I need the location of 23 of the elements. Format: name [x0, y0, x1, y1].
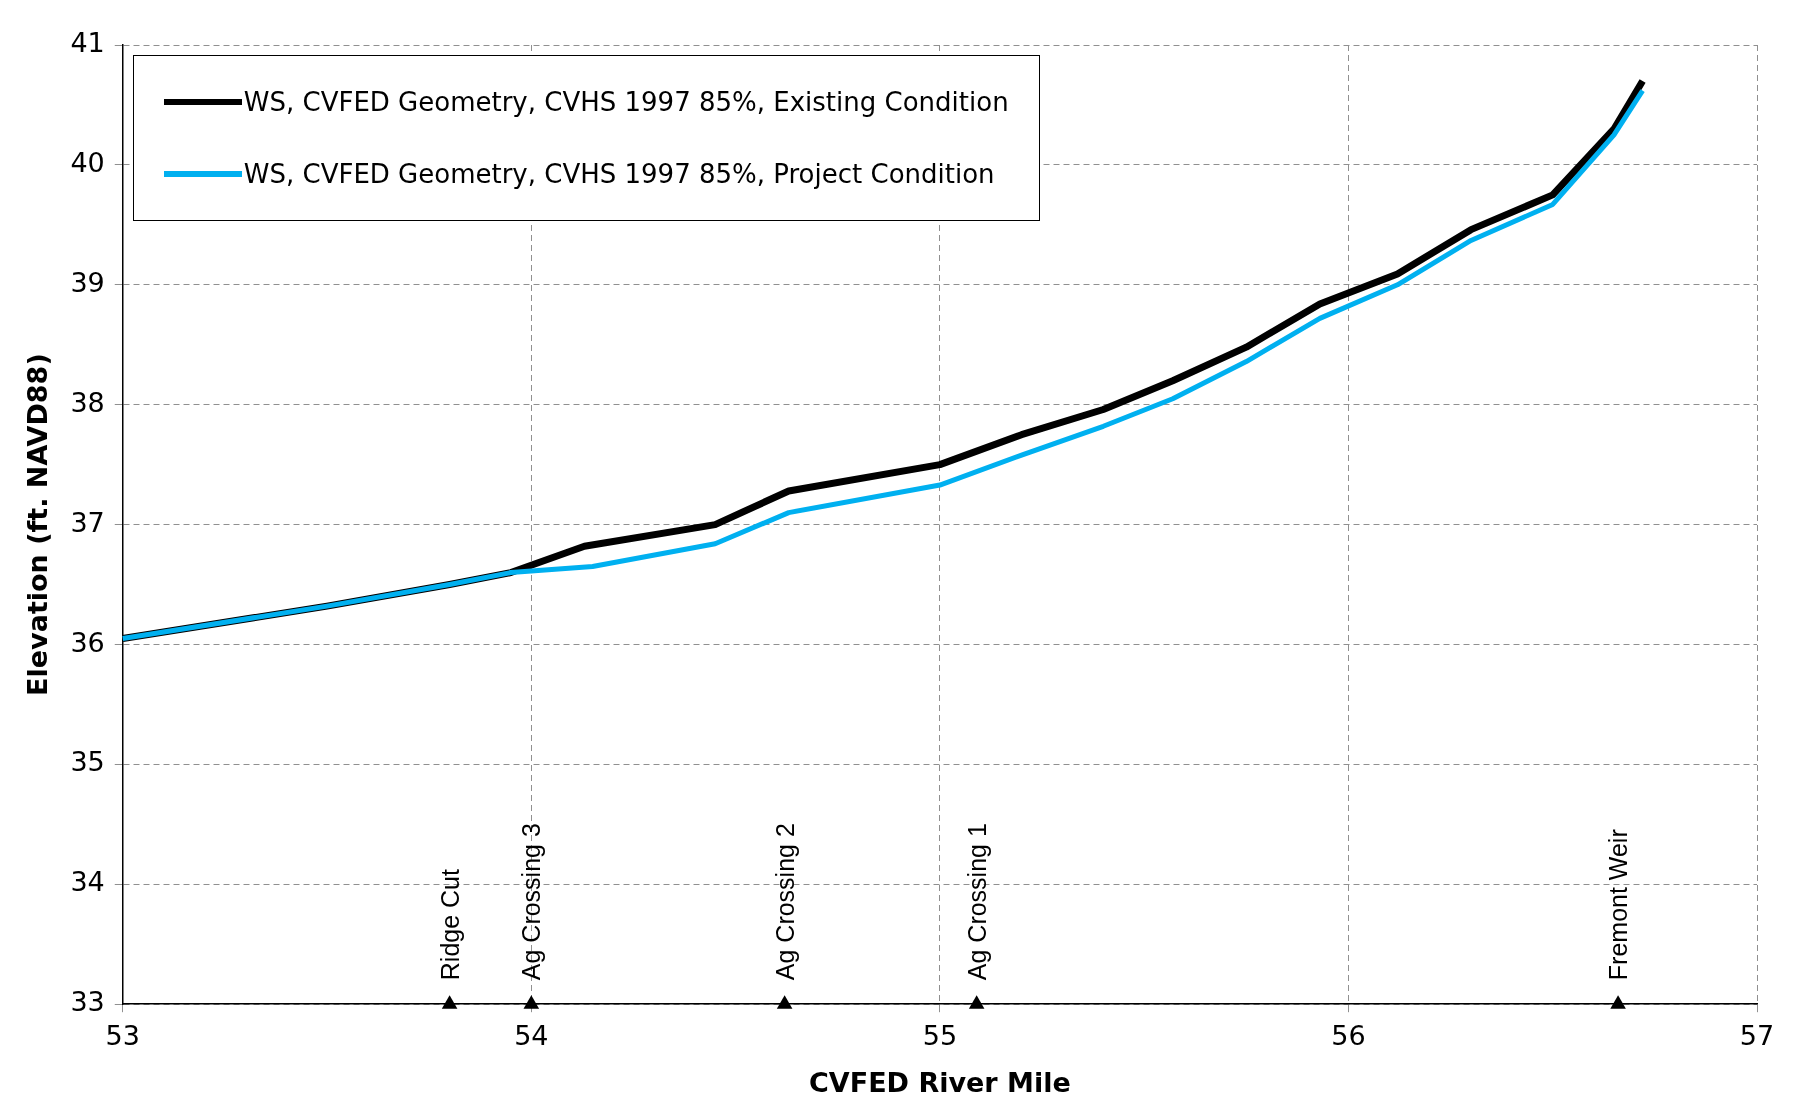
x-tick-label: 54 — [514, 1020, 549, 1052]
data-label: Ag Crossing 1 — [962, 823, 991, 981]
data-label: Ag Crossing 3 — [517, 823, 546, 981]
y-axis-title: Elevation (ft. NAVD88) — [22, 353, 54, 696]
y-tick-label: 39 — [70, 266, 105, 298]
data-label: Ag Crossing 2 — [770, 823, 799, 981]
legend-label: WS, CVFED Geometry, CVHS 1997 85%, Project Condition — [243, 159, 995, 189]
y-tick-label: 41 — [70, 27, 105, 59]
y-tick-label: 38 — [70, 386, 105, 418]
y-tick-label: 33 — [70, 986, 105, 1018]
x-tick-label: 57 — [1739, 1020, 1775, 1052]
y-tick-label: 40 — [70, 146, 105, 178]
x-tick-label: 53 — [105, 1020, 140, 1052]
y-tick-label: 36 — [70, 626, 105, 658]
y-tick-label: 35 — [70, 746, 105, 778]
data-label: Ridge Cut — [435, 868, 464, 981]
y-tick-label: 34 — [70, 866, 105, 898]
legend-label: WS, CVFED Geometry, CVHS 1997 85%, Existing Condition — [243, 87, 1009, 117]
data-label: Fremont Weir — [1604, 829, 1633, 981]
x-tick-label: 55 — [922, 1020, 958, 1052]
x-tick-label: 56 — [1331, 1020, 1366, 1052]
x-axis-title: CVFED River Mile — [808, 1066, 1071, 1098]
y-tick-label: 37 — [70, 506, 105, 538]
